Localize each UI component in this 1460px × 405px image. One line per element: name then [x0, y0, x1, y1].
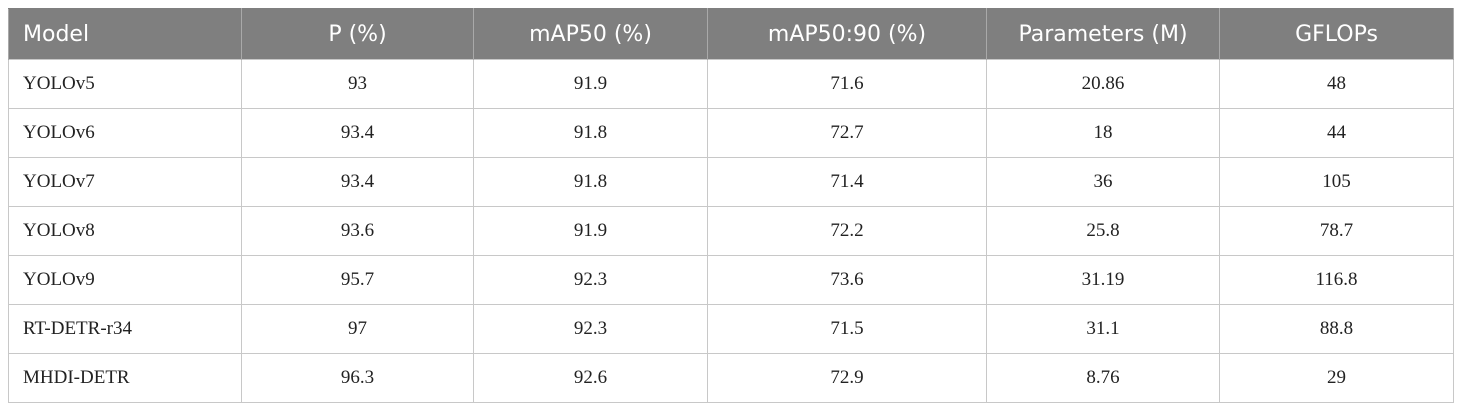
- cell-parameters: 31.1: [986, 304, 1220, 354]
- cell-gflops: 48: [1219, 59, 1454, 109]
- header-model: Model: [8, 8, 242, 60]
- cell-gflops: 78.7: [1219, 206, 1454, 256]
- header-precision: P (%): [241, 8, 474, 60]
- table-row: YOLOv9 95.7 92.3 73.6 31.19 116.8: [8, 255, 1454, 305]
- cell-model: YOLOv6: [8, 108, 242, 158]
- cell-precision: 93.4: [241, 108, 474, 158]
- table-header: Model P (%) mAP50 (%) mAP50:90 (%) Param…: [8, 8, 1454, 60]
- cell-model: RT-DETR-r34: [8, 304, 242, 354]
- cell-gflops: 105: [1219, 157, 1454, 207]
- cell-precision: 96.3: [241, 353, 474, 403]
- cell-map50-90: 73.6: [707, 255, 987, 305]
- cell-parameters: 31.19: [986, 255, 1220, 305]
- cell-map50-90: 72.9: [707, 353, 987, 403]
- cell-parameters: 25.8: [986, 206, 1220, 256]
- cell-parameters: 36: [986, 157, 1220, 207]
- cell-model: YOLOv8: [8, 206, 242, 256]
- cell-gflops: 44: [1219, 108, 1454, 158]
- cell-precision: 97: [241, 304, 474, 354]
- cell-precision: 93: [241, 59, 474, 109]
- cell-map50: 91.9: [473, 206, 708, 256]
- table-row: YOLOv5 93 91.9 71.6 20.86 48: [8, 59, 1454, 109]
- cell-map50-90: 71.4: [707, 157, 987, 207]
- cell-map50: 91.9: [473, 59, 708, 109]
- header-row: Model P (%) mAP50 (%) mAP50:90 (%) Param…: [8, 8, 1454, 60]
- cell-model: MHDI-DETR: [8, 353, 242, 403]
- cell-parameters: 8.76: [986, 353, 1220, 403]
- cell-map50-90: 71.5: [707, 304, 987, 354]
- table-row: YOLOv7 93.4 91.8 71.4 36 105: [8, 157, 1454, 207]
- header-gflops: GFLOPs: [1219, 8, 1454, 60]
- cell-map50-90: 72.2: [707, 206, 987, 256]
- header-map50-90: mAP50:90 (%): [707, 8, 987, 60]
- cell-map50: 91.8: [473, 157, 708, 207]
- cell-precision: 95.7: [241, 255, 474, 305]
- cell-model: YOLOv7: [8, 157, 242, 207]
- cell-map50-90: 72.7: [707, 108, 987, 158]
- header-parameters: Parameters (M): [986, 8, 1220, 60]
- cell-parameters: 18: [986, 108, 1220, 158]
- table-row: RT-DETR-r34 97 92.3 71.5 31.1 88.8: [8, 304, 1454, 354]
- cell-precision: 93.4: [241, 157, 474, 207]
- cell-map50: 92.3: [473, 255, 708, 305]
- cell-model: YOLOv5: [8, 59, 242, 109]
- cell-gflops: 29: [1219, 353, 1454, 403]
- cell-gflops: 88.8: [1219, 304, 1454, 354]
- cell-model: YOLOv9: [8, 255, 242, 305]
- table-row: YOLOv6 93.4 91.8 72.7 18 44: [8, 108, 1454, 158]
- table-row: YOLOv8 93.6 91.9 72.2 25.8 78.7: [8, 206, 1454, 256]
- table-row: MHDI-DETR 96.3 92.6 72.9 8.76 29: [8, 353, 1454, 403]
- results-table: Model P (%) mAP50 (%) mAP50:90 (%) Param…: [8, 8, 1454, 403]
- cell-precision: 93.6: [241, 206, 474, 256]
- cell-map50: 91.8: [473, 108, 708, 158]
- header-map50: mAP50 (%): [473, 8, 708, 60]
- cell-map50-90: 71.6: [707, 59, 987, 109]
- cell-map50: 92.3: [473, 304, 708, 354]
- cell-map50: 92.6: [473, 353, 708, 403]
- table-body: YOLOv5 93 91.9 71.6 20.86 48 YOLOv6 93.4…: [8, 59, 1454, 403]
- cell-parameters: 20.86: [986, 59, 1220, 109]
- cell-gflops: 116.8: [1219, 255, 1454, 305]
